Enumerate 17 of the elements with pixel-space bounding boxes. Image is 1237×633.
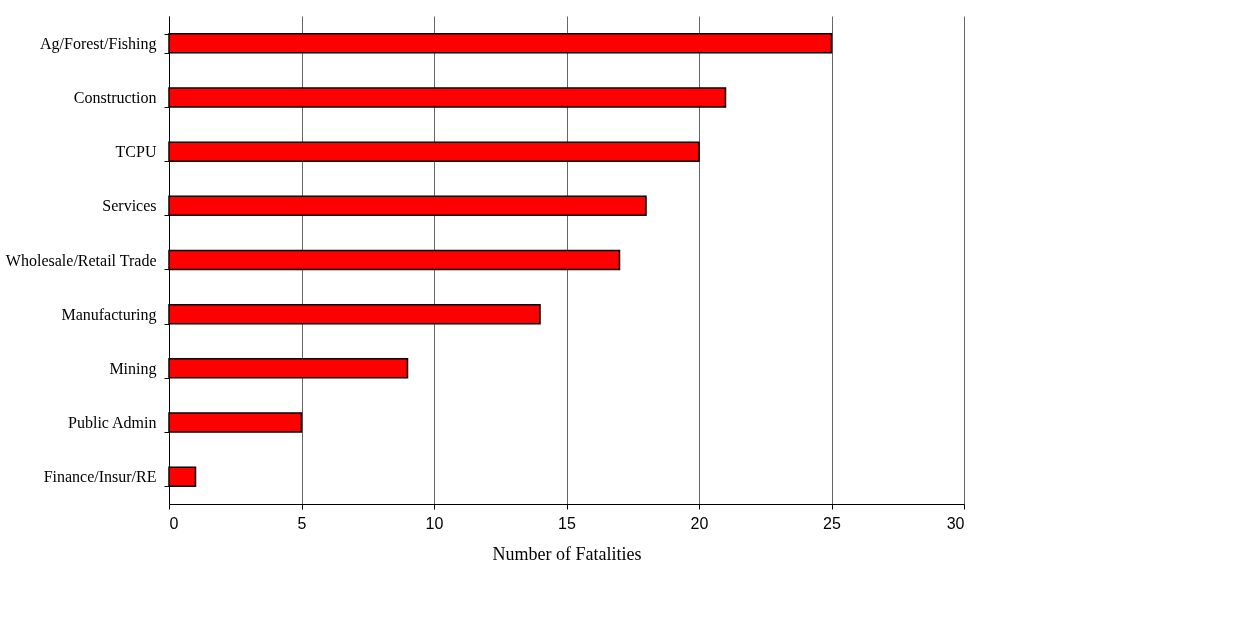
y-tick-label: Services	[102, 197, 157, 215]
x-tick-label: 15	[558, 514, 576, 532]
y-tick-label: Wholesale/Retail Trade	[5, 251, 157, 269]
x-tick-label: 10	[425, 514, 444, 532]
x-tick-label: 20	[690, 514, 709, 532]
x-tick-label: 25	[823, 514, 841, 532]
y-tick-label: Manufacturing	[61, 305, 157, 324]
y-tick-label: Finance/Insur/RE	[43, 468, 157, 486]
y-tick-label: Construction	[73, 89, 157, 107]
x-axis-title: Number of Fatalities	[492, 543, 642, 564]
y-tick-label: Mining	[109, 359, 157, 378]
y-tick-label: Public Admin	[68, 413, 157, 431]
y-tick-label: Ag/Forest/Fishing	[40, 34, 157, 53]
x-tick-label: 30	[946, 514, 965, 532]
x-tick-label: 5	[297, 514, 307, 532]
x-tick-label: 0	[169, 514, 179, 532]
y-tick-label: TCPU	[115, 143, 157, 161]
